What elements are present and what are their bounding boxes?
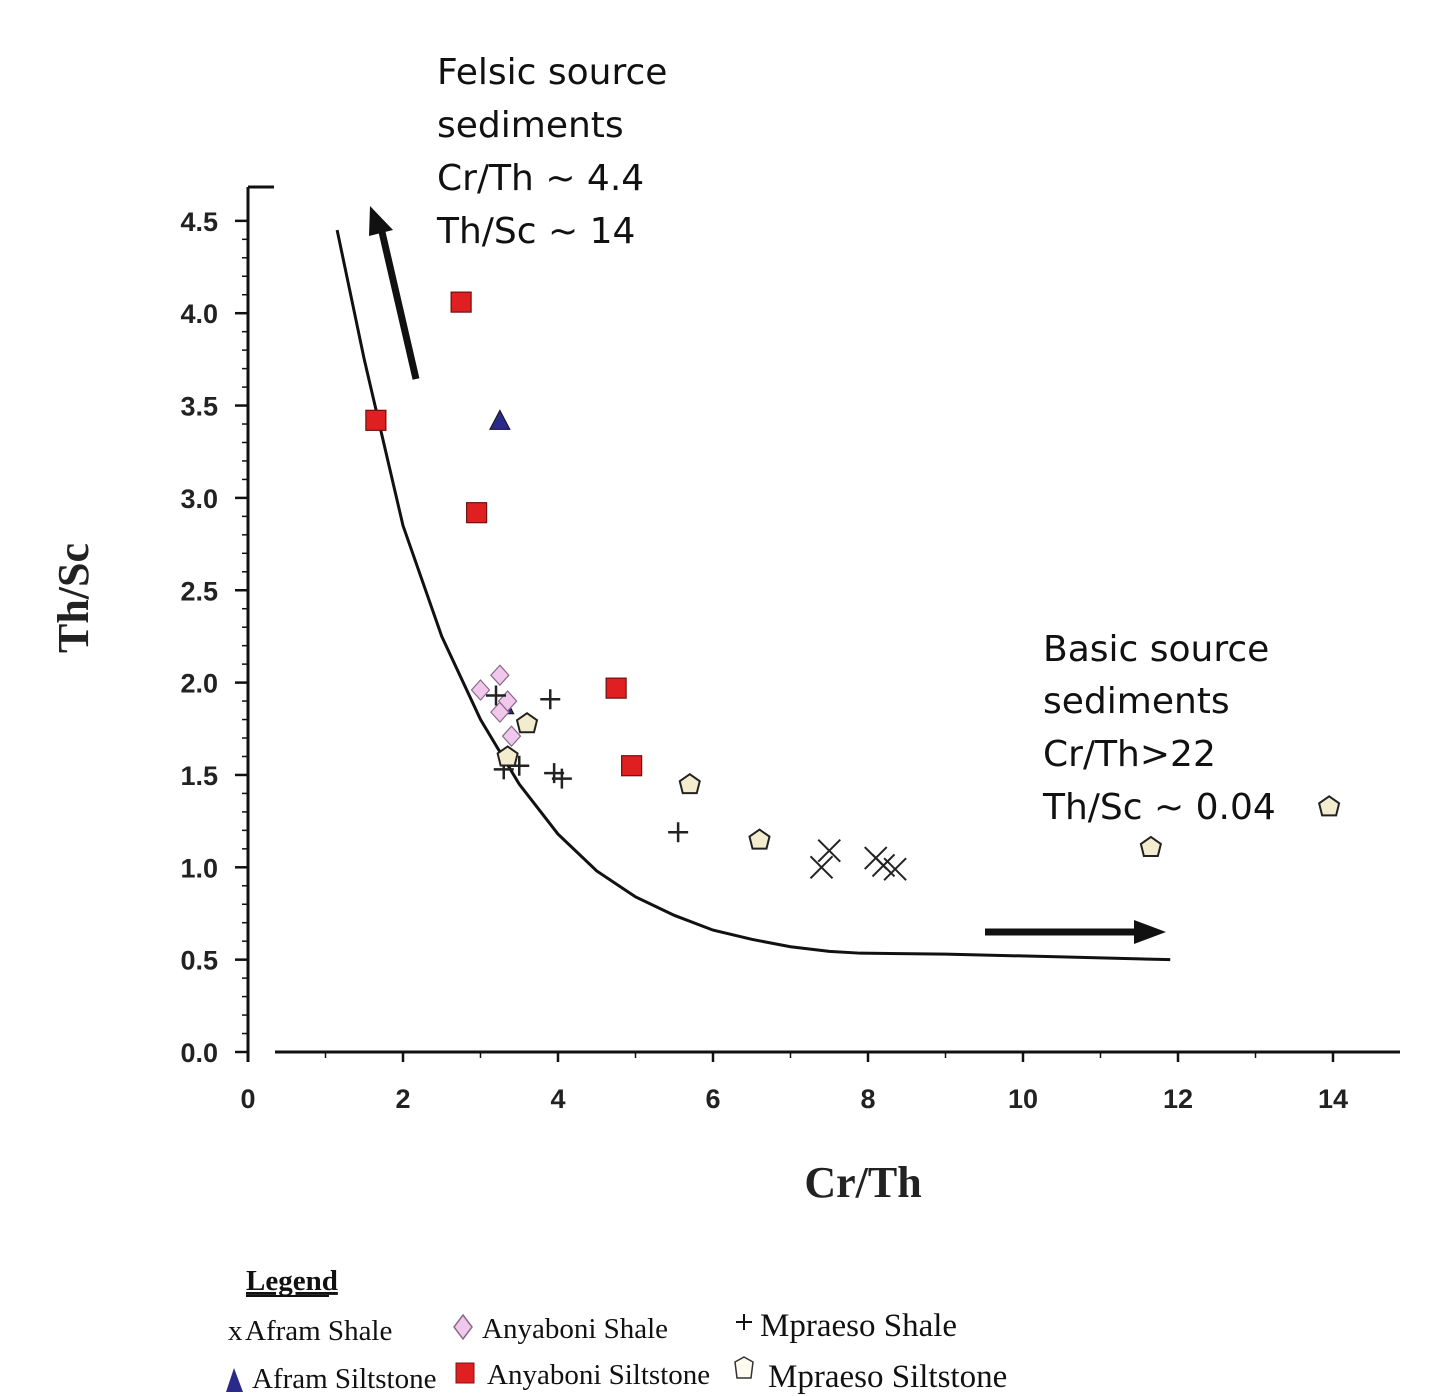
x-tick-label: 12 [1163, 1084, 1193, 1114]
y-axis-title: Th/Sc [49, 543, 98, 653]
legend-item-mpraeso-siltstone: Mpraeso Siltstone [735, 1357, 1007, 1395]
legend-label: Afram Siltstone [252, 1363, 436, 1395]
mpraeso-shale-point [540, 689, 560, 709]
mpraeso-siltstone-point [517, 713, 537, 732]
legend-square-icon [456, 1363, 474, 1383]
felsic-note-line-4: Th/Sc ~ 14 [436, 211, 635, 252]
basic-note-line-4: Th/Sc ~ 0.04 [1042, 787, 1276, 828]
anyaboni-siltstone-point [606, 678, 626, 698]
x-tick-label: 4 [550, 1084, 565, 1114]
y-tick-label: 1.0 [180, 853, 218, 883]
trend-curve [337, 230, 1170, 960]
mpraeso-siltstone-point [680, 774, 700, 793]
x-tick-label: 2 [395, 1084, 410, 1114]
legend-marker-x-icon: x [228, 1315, 243, 1347]
y-tick-label: 0.5 [180, 946, 218, 976]
felsic-note-line-3: Cr/Th ~ 4.4 [437, 158, 644, 199]
anyaboni-shale-point [491, 665, 509, 685]
legend-item-anyaboni-shale: Anyaboni Shale [454, 1313, 668, 1345]
legend-item-mpraeso-shale: Mpraeso Shale [736, 1308, 957, 1344]
y-tick-label: 0.0 [180, 1038, 218, 1068]
legend-label: Mpraeso Shale [760, 1308, 957, 1344]
legend-pentagon-icon [735, 1357, 753, 1378]
legend: Legend x Afram Shale Afram Siltstone Any… [226, 1265, 1007, 1395]
x-tick-label: 0 [240, 1084, 255, 1114]
legend-triangle-icon [226, 1368, 243, 1392]
y-tick-label: 2.5 [180, 576, 218, 606]
y-tick-label: 1.5 [180, 761, 218, 791]
legend-label: Afram Shale [245, 1315, 392, 1347]
felsic-note-line-2: sediments [437, 105, 624, 146]
legend-title: Legend [246, 1265, 338, 1297]
basic-annotation: Basic source sediments Cr/Th>22 Th/Sc ~ … [1042, 629, 1276, 828]
anyaboni-siltstone-point [622, 756, 642, 776]
anyaboni-siltstone-point [451, 292, 471, 312]
felsic-note-line-1: Felsic source [437, 52, 667, 93]
anyaboni-siltstone-point [467, 503, 487, 523]
legend-label: Mpraeso Siltstone [768, 1359, 1007, 1395]
y-tick-label: 3.5 [180, 392, 218, 422]
legend-label: Anyaboni Shale [482, 1313, 668, 1345]
mpraeso-siltstone-point [498, 746, 518, 765]
y-tick-label: 2.0 [180, 669, 218, 699]
legend-item-afram-siltstone: Afram Siltstone [226, 1363, 436, 1395]
anyaboni-shale-point [503, 726, 521, 746]
x-tick-label: 14 [1318, 1084, 1348, 1114]
felsic-annotation: Felsic source sediments Cr/Th ~ 4.4 Th/S… [436, 52, 667, 252]
anyaboni-siltstone-point [366, 410, 386, 430]
y-tick-label: 3.0 [180, 484, 218, 514]
basic-note-line-1: Basic source [1043, 629, 1269, 670]
x-tick-label: 10 [1008, 1084, 1038, 1114]
basic-note-line-2: sediments [1043, 681, 1230, 722]
y-tick-label: 4.5 [180, 207, 218, 237]
felsic-arrow-head [369, 206, 393, 236]
basic-arrow-head [1134, 920, 1166, 944]
mpraeso-siltstone-point [1319, 796, 1339, 815]
legend-item-anyaboni-siltstone: Anyaboni Siltstone [456, 1359, 710, 1391]
legend-diamond-icon [454, 1315, 472, 1339]
basic-note-line-3: Cr/Th>22 [1043, 734, 1216, 775]
felsic-arrow-shaft [382, 232, 416, 379]
mpraeso-siltstone-point [750, 830, 770, 849]
legend-item-afram-shale: x Afram Shale [228, 1315, 392, 1347]
x-tick-label: 6 [705, 1084, 720, 1114]
afram-siltstone-point [490, 410, 510, 429]
anyaboni-shale-point [472, 680, 490, 700]
x-tick-label: 8 [860, 1084, 875, 1114]
x-axis-title: Cr/Th [804, 1158, 921, 1207]
legend-label: Anyaboni Siltstone [487, 1359, 710, 1391]
y-tick-label: 4.0 [180, 299, 218, 329]
mpraeso-shale-point [668, 822, 688, 842]
mpraeso-siltstone-point [1141, 837, 1161, 856]
